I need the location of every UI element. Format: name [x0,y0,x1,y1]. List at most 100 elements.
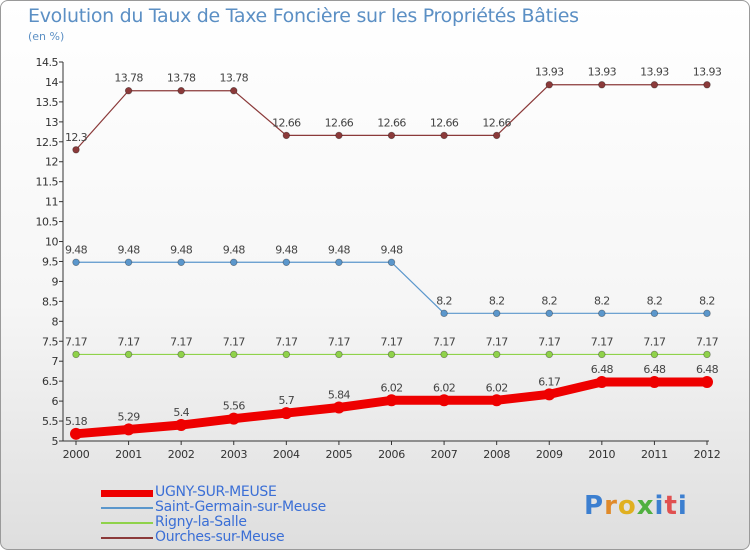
y-tick-label: 6.5 [42,375,58,388]
data-point [70,427,82,440]
logo-letter: i [654,491,665,521]
data-point [72,350,80,359]
data-label: 12.66 [272,116,301,129]
y-tick-label: 13.5 [36,96,59,109]
y-tick-label: 7 [52,355,59,368]
data-label: 7.17 [118,335,141,348]
data-point [177,258,185,266]
y-tick-label: 11 [45,196,58,209]
series-line-1 [75,261,708,314]
data-point [177,350,185,359]
data-label: 7.17 [643,335,666,348]
data-point [385,394,398,407]
data-point [335,131,343,140]
data-label: 9.48 [380,243,403,256]
data-label: 7.17 [223,335,246,348]
data-label: 12.66 [430,116,459,129]
y-tick-label: 9.5 [42,255,58,268]
data-label: 5.56 [223,400,246,413]
data-label: 7.17 [65,335,88,348]
data-label: 7.17 [328,335,351,348]
chart-axes: 55.566.577.588.599.51010.51111.51212.513… [36,56,721,461]
data-label: 12.66 [377,116,406,129]
legend-label: Ourches-sur-Meuse [155,529,285,545]
data-label: 9.48 [65,243,88,256]
data-label: 6.48 [643,363,666,376]
data-point [650,309,659,318]
data-label: 7.17 [380,335,403,348]
data-point [648,375,661,388]
data-point [177,87,185,95]
y-tick-label: 13 [45,116,58,129]
data-point [543,388,556,401]
y-tick-label: 8.5 [42,295,58,308]
data-point [440,350,448,359]
data-point [650,350,659,359]
logo-letter: t [664,491,678,521]
y-tick-label: 6 [52,395,59,408]
data-point [650,81,659,89]
x-tick-label: 2000 [63,448,90,461]
x-tick-label: 2002 [168,448,195,461]
data-label: 8.2 [541,294,557,307]
data-label: 6.48 [591,363,614,376]
data-point [387,131,396,140]
data-point [545,350,553,359]
y-tick-label: 5.5 [42,415,58,428]
x-tick-label: 2004 [273,448,300,461]
data-label: 8.2 [699,294,715,307]
data-label: 9.48 [275,243,298,256]
data-label: 13.78 [167,72,196,85]
data-label: 7.17 [275,335,298,348]
data-point [701,375,713,388]
legend-label: Rigny-la-Salle [155,514,247,530]
data-label: 7.17 [170,335,193,348]
x-tick-label: 2010 [588,448,615,461]
x-tick-label: 2006 [378,448,405,461]
data-point [598,350,606,359]
data-label: 5.7 [278,394,294,407]
data-label: 12.66 [482,116,511,129]
logo-letter: i [677,491,688,521]
y-tick-label: 5 [52,435,59,448]
data-label: 7.17 [486,335,509,348]
data-point [440,309,448,318]
data-label: 12.66 [325,116,354,129]
data-point [230,350,238,359]
data-point [72,258,80,266]
data-point [335,350,343,359]
y-tick-label: 14 [45,76,58,89]
data-label: 7.17 [538,335,561,348]
data-label: 6.02 [433,381,455,394]
x-tick-label: 2005 [326,448,353,461]
y-tick-label: 9 [52,275,59,288]
data-label: 9.48 [118,243,141,256]
x-tick-label: 2011 [641,448,668,461]
y-tick-label: 11.5 [36,176,59,189]
data-point [282,350,291,359]
x-tick-label: 2008 [483,448,510,461]
series-layer [70,81,713,440]
y-tick-label: 10 [45,236,58,249]
data-label: 12.3 [65,131,88,144]
y-tick-label: 8 [52,315,59,328]
legend-swatch [101,537,153,539]
data-point [492,309,501,318]
data-label: 8.2 [594,294,610,307]
legend-swatch [101,522,153,524]
data-point [280,407,293,420]
data-point [492,131,501,140]
logo-letter: o [617,491,637,521]
legend-label: UGNY-SUR-MEUSE [155,484,277,500]
data-label: 6.02 [486,381,508,394]
data-label: 8.2 [489,294,505,307]
legend-label: Saint-Germain-sur-Meuse [155,499,326,515]
data-label: 9.48 [170,243,193,256]
data-point [227,412,240,425]
data-label: 8.2 [647,294,663,307]
data-labels-layer: 12.3 13.78 13.78 13.78 12.66 12.66 12.66 12.66 1… [65,66,722,428]
y-tick-label: 12 [45,156,58,169]
data-label: 7.17 [696,335,719,348]
data-point [282,131,291,140]
